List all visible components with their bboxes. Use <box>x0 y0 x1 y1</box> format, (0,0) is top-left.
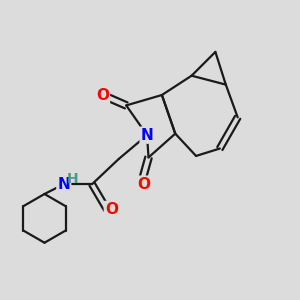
Text: O: O <box>105 202 118 217</box>
Text: N: N <box>141 128 153 142</box>
Text: O: O <box>138 177 151 192</box>
Text: O: O <box>96 88 109 103</box>
Text: H: H <box>66 172 78 186</box>
Text: N: N <box>57 177 70 192</box>
